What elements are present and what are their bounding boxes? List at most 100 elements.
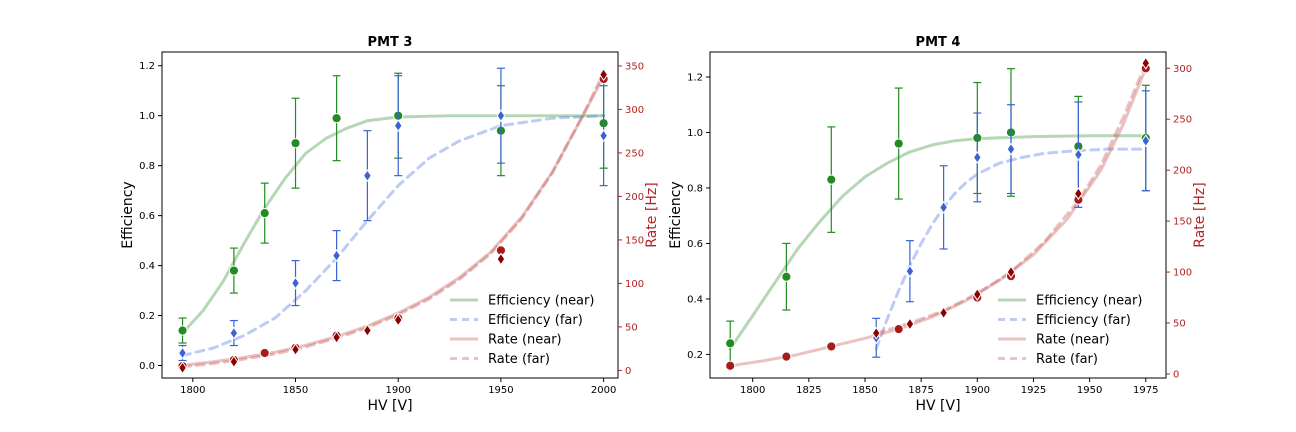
y2-axis-label: Rate [Hz] (644, 182, 660, 247)
y-tick-label: 0.6 (687, 239, 703, 250)
eff_far-point (972, 150, 982, 164)
rate_far-point (905, 317, 915, 331)
rate_far-point (1141, 56, 1151, 70)
x-axis-label: HV [V] (915, 398, 960, 414)
y-axis-label: Efficiency (668, 181, 684, 248)
eff_far-point (496, 109, 506, 123)
eff_near-point (781, 271, 792, 282)
x-tick-label: 1800 (180, 385, 205, 396)
x-tick-label: 1975 (1133, 385, 1158, 396)
rate_far-point (599, 68, 609, 82)
eff_near-point (228, 265, 239, 276)
x-tick-label: 1950 (488, 385, 513, 396)
rate_far-point (1006, 265, 1016, 279)
y-tick-label: 0.6 (139, 211, 155, 222)
y2-tick-label: 250 (625, 148, 644, 159)
legend-label: Rate (near) (1036, 333, 1110, 348)
eff_far-point (229, 326, 239, 340)
eff_near-point (331, 113, 342, 124)
x-tick-label: 1925 (1021, 385, 1046, 396)
legend-label: Rate (near) (488, 333, 562, 348)
x-tick-label: 1800 (740, 385, 765, 396)
y2-tick-label: 350 (625, 61, 644, 72)
legend-label: Efficiency (far) (488, 313, 583, 328)
y2-axis-label: Rate [Hz] (1192, 182, 1208, 247)
fit_eff_near-line (728, 134, 1148, 351)
x-tick-label: 2000 (591, 385, 616, 396)
rate_far-point (972, 287, 982, 301)
y2-tick-label: 300 (1173, 64, 1192, 75)
y2-tick-label: 300 (625, 105, 644, 116)
legend-label: Efficiency (near) (488, 294, 594, 309)
fit-lines (728, 61, 1148, 368)
rate_near-point (725, 360, 736, 371)
y2-tick-label: 150 (1173, 217, 1192, 228)
y-tick-label: 0.8 (687, 183, 703, 194)
eff_near-point (893, 138, 904, 149)
y-tick-label: 0.4 (139, 261, 155, 272)
eff_far-point (363, 169, 372, 183)
eff_near-point (177, 325, 188, 336)
y-tick-label: 1.0 (139, 111, 155, 122)
rate_near-point (259, 347, 270, 359)
y-tick-label: 0.2 (687, 350, 703, 361)
y-axis-label: Efficiency (120, 181, 136, 248)
y-tick-label: 1.0 (687, 128, 703, 139)
fit_rate_near-line (181, 74, 606, 367)
eff_far-point (905, 264, 915, 278)
eff_near-point (290, 138, 301, 149)
y-tick-label: 1.2 (687, 72, 703, 83)
y-tick-label: 0.8 (139, 161, 155, 172)
legend-label: Efficiency (far) (1036, 313, 1131, 328)
y-tick-label: 1.2 (139, 61, 155, 72)
y2-tick-label: 100 (1173, 268, 1192, 279)
y2-tick-label: 50 (1173, 318, 1186, 329)
eff_far-point (939, 200, 949, 214)
eff_far-point (332, 249, 341, 263)
rate_far-point (291, 343, 300, 357)
rate_near-point (826, 341, 837, 352)
x-tick-label: 1850 (283, 385, 308, 396)
x-tick-label: 1875 (908, 385, 933, 396)
eff_far-point (291, 276, 300, 290)
legend: Efficiency (near) Efficiency (far) Rate (n… (450, 294, 594, 367)
eff_far-point (178, 346, 187, 360)
rate_far-point (496, 252, 506, 266)
chart-title: PMT 3 (368, 35, 413, 50)
eff_far-point (599, 129, 609, 143)
rate_far-point (178, 361, 187, 375)
x-tick-label: 1825 (796, 385, 821, 396)
rate_far-point (871, 326, 881, 340)
rate_near-point (781, 351, 792, 362)
chart-title: PMT 4 (916, 35, 961, 50)
legend: Efficiency (near) Efficiency (far) Rate (n… (998, 294, 1142, 367)
y2-tick-label: 150 (625, 235, 644, 246)
eff_far-point (1006, 142, 1016, 156)
y2-tick-label: 200 (1173, 166, 1192, 177)
fit_eff_far-line (181, 114, 606, 357)
x-tick-label: 1850 (852, 385, 877, 396)
rate_far-point (393, 313, 403, 327)
x-tick-label: 1900 (965, 385, 990, 396)
y-tick-label: 0.4 (687, 294, 703, 305)
chart-panel-2: PMT 4 1800 1825 1850 1875 1900 1925 1950 1975 0.2… (668, 35, 1208, 414)
y-tick-label: 0.0 (139, 361, 155, 372)
legend-label: Rate (far) (1036, 352, 1098, 367)
y2-tick-label: 200 (625, 192, 644, 203)
eff_near-point (826, 174, 837, 185)
fit_rate_near-line (728, 66, 1148, 368)
legend-label: Efficiency (near) (1036, 294, 1142, 309)
rate_near-point (893, 324, 904, 335)
rate_far-point (939, 306, 949, 320)
x-tick-label: 1950 (1077, 385, 1102, 396)
rate_far-point (1073, 187, 1083, 201)
eff_near-point (259, 208, 270, 219)
fit_rate_far-line (874, 61, 1148, 335)
y2-tick-label: 0 (625, 366, 631, 377)
y2-tick-label: 250 (1173, 115, 1192, 126)
y2-tick-label: 100 (625, 279, 644, 290)
plot-frame (709, 51, 1167, 379)
eff_far-point (1141, 134, 1151, 148)
